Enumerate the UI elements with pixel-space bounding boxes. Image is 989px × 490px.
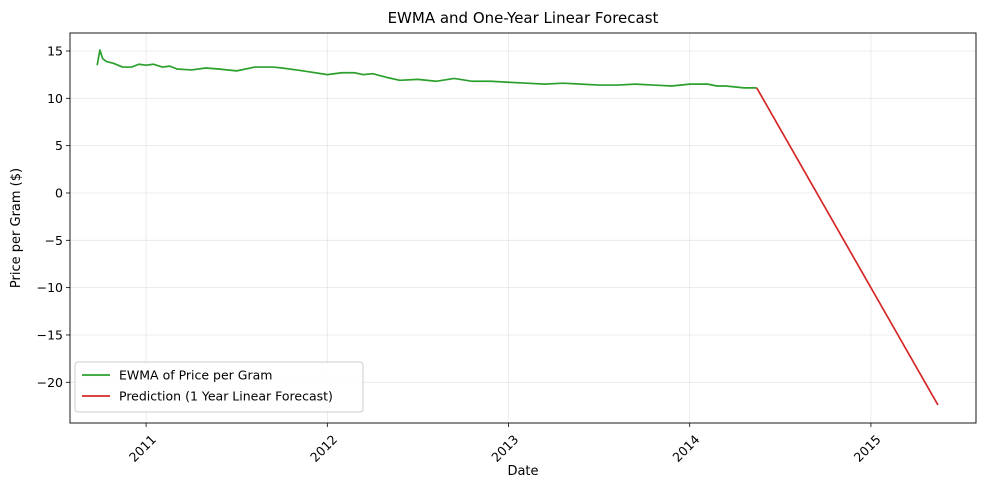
x-tick-label: 2011 [126, 432, 159, 465]
y-axis-ticks: 15 10 5 0 −5 −10 −15 −20 [37, 43, 70, 390]
y-tick-label: −20 [37, 375, 63, 390]
legend-label-ewma: EWMA of Price per Gram [119, 368, 272, 383]
chart-title: EWMA and One-Year Linear Forecast [388, 9, 659, 27]
x-axis-ticks: 2011 2012 2013 2014 2015 [126, 423, 884, 465]
series-layer [96, 49, 939, 406]
x-tick-label: 2015 [851, 432, 884, 465]
y-tick-label: 15 [47, 43, 63, 58]
legend-label-prediction: Prediction (1 Year Linear Forecast) [119, 389, 333, 404]
plot-area [70, 33, 976, 423]
y-tick-label: 10 [47, 91, 63, 106]
plot-frame [69, 32, 977, 424]
series-line-prediction [756, 87, 939, 406]
series-line-ewma [96, 49, 757, 89]
y-tick-label: −15 [37, 327, 63, 342]
y-tick-label: 0 [55, 185, 63, 200]
legend: EWMA of Price per Gram Prediction (1 Yea… [74, 361, 364, 413]
grid [70, 33, 976, 423]
x-tick-label: 2014 [669, 432, 702, 465]
legend-box [74, 361, 364, 413]
y-tick-label: −10 [37, 280, 63, 295]
x-tick-label: 2013 [488, 432, 521, 465]
x-axis-label: Date [507, 464, 538, 479]
x-tick-label: 2012 [307, 432, 340, 465]
y-tick-label: −5 [45, 233, 63, 248]
y-tick-label: 5 [55, 138, 63, 153]
y-axis-label: Price per Gram ($) [9, 168, 24, 288]
